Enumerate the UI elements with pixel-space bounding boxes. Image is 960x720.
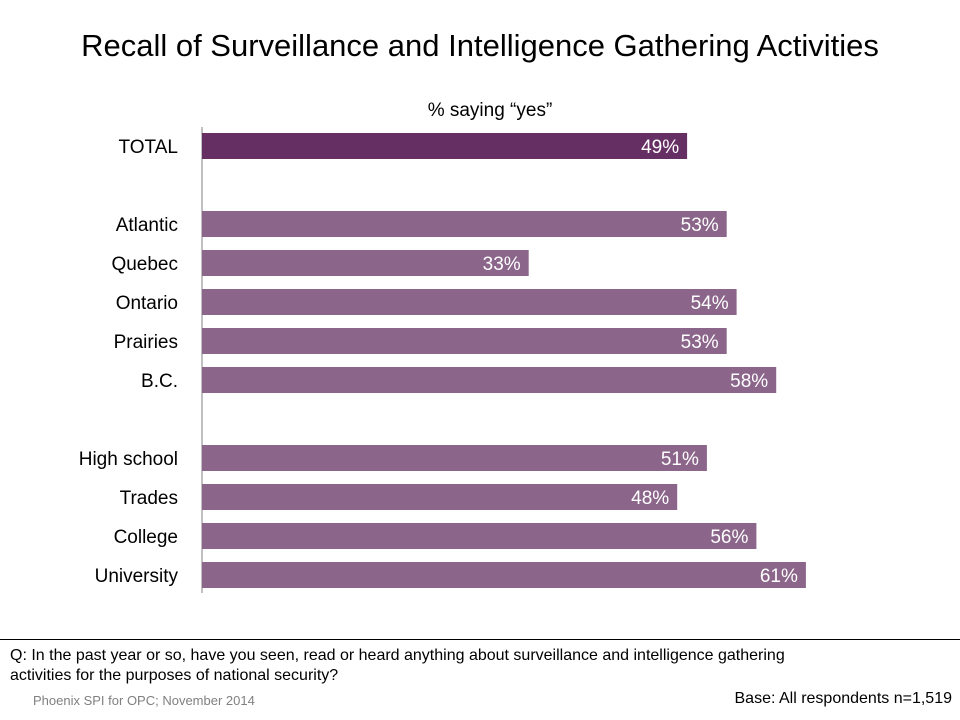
bar-b-c bbox=[202, 367, 777, 393]
bar-trades bbox=[202, 484, 678, 510]
category-label-ontario: Ontario bbox=[116, 293, 178, 314]
value-label-atlantic: 53% bbox=[681, 215, 719, 236]
value-label-prairies: 53% bbox=[681, 332, 719, 353]
base-note: Base: All respondents n=1,519 bbox=[734, 690, 953, 707]
value-label-b-c: 58% bbox=[730, 371, 768, 392]
bar-chart: TOTAL 49% Atlantic 53% Quebec 33% Ontario 54% Pr… bbox=[79, 127, 806, 593]
bar-high-school bbox=[202, 445, 707, 471]
value-label-ontario: 54% bbox=[691, 293, 729, 314]
bar-quebec bbox=[202, 250, 529, 276]
value-label-total: 49% bbox=[641, 137, 679, 158]
category-label-atlantic: Atlantic bbox=[116, 215, 178, 236]
bar-total bbox=[202, 133, 688, 159]
bar-college bbox=[202, 523, 757, 549]
category-label-quebec: Quebec bbox=[111, 254, 178, 275]
value-label-university: 61% bbox=[760, 566, 798, 587]
value-label-quebec: 33% bbox=[483, 254, 521, 275]
chart-subtitle: % saying “yes” bbox=[427, 100, 553, 121]
value-label-high-school: 51% bbox=[661, 449, 699, 470]
footer-divider bbox=[0, 639, 960, 640]
category-label-college: College bbox=[114, 527, 178, 548]
bar-atlantic bbox=[202, 211, 727, 237]
bar-prairies bbox=[202, 328, 727, 354]
value-label-trades: 48% bbox=[631, 488, 669, 509]
category-label-total: TOTAL bbox=[119, 137, 178, 158]
category-label-b-c: B.C. bbox=[141, 371, 178, 392]
bar-ontario bbox=[202, 289, 737, 315]
bar-university bbox=[202, 562, 806, 588]
source-note: Phoenix SPI for OPC; November 2014 bbox=[33, 693, 255, 708]
category-label-trades: Trades bbox=[120, 488, 178, 509]
category-label-prairies: Prairies bbox=[114, 332, 178, 353]
category-label-high-school: High school bbox=[79, 449, 178, 470]
value-label-college: 56% bbox=[710, 527, 748, 548]
chart-title: Recall of Surveillance and Intelligence … bbox=[81, 28, 879, 63]
survey-question: Q: In the past year or so, have you seen… bbox=[10, 647, 785, 684]
category-label-university: University bbox=[95, 566, 179, 587]
